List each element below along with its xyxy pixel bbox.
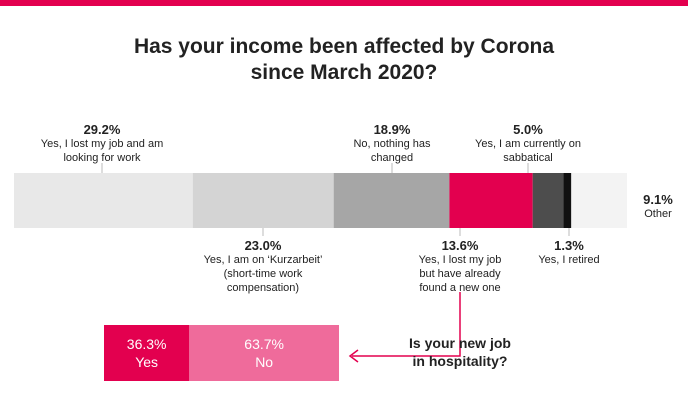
bar-segment — [571, 173, 627, 228]
bar-segment — [192, 173, 334, 228]
category-label: No — [255, 354, 274, 370]
value-label: 9.1% — [643, 192, 673, 207]
bar-segment — [104, 325, 190, 381]
value-label: 13.6% — [441, 238, 479, 253]
bar-segment — [189, 325, 339, 381]
chart-title: Has your income been affected by Corona … — [133, 35, 555, 85]
arrow-line — [352, 292, 461, 357]
bar-segment — [333, 173, 450, 228]
value-label: 5.0% — [513, 122, 543, 137]
category-label: Yes, I lost my job and am looking for wo… — [40, 138, 164, 164]
value-label: 1.3% — [554, 238, 584, 253]
bar-segment — [14, 173, 193, 228]
bar-segment — [563, 173, 572, 228]
value-label: 23.0% — [244, 238, 282, 253]
category-label: Yes — [135, 354, 159, 370]
value-label: 63.7% — [244, 336, 284, 352]
bar-segment — [532, 173, 564, 228]
bar-segment — [449, 173, 533, 228]
category-label: Yes, I am on ‘Kurzarbeit’ (short-time wo… — [203, 254, 323, 294]
category-label: Yes, I am currently on sabbatical — [475, 138, 581, 164]
sub-chart-title: Is your new job in hospitality? — [409, 335, 511, 370]
value-label: 18.9% — [373, 122, 411, 137]
arrow-head — [348, 349, 359, 363]
category-label: Other — [644, 208, 672, 220]
category-label: Yes, I retired — [538, 254, 600, 266]
top-stripe — [0, 0, 688, 6]
category-label: No, nothing has changed — [353, 138, 431, 164]
value-label: 29.2% — [83, 122, 121, 137]
value-label: 36.3% — [126, 336, 167, 352]
category-label: Yes, I lost my job but have already foun… — [418, 254, 502, 294]
